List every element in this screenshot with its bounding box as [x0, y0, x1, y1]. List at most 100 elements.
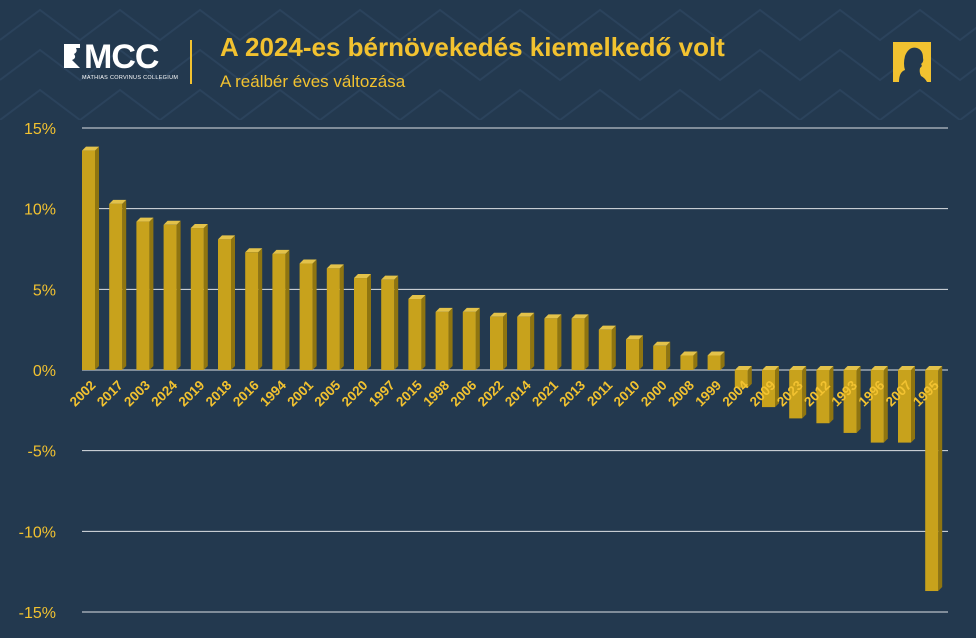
bar	[326, 264, 344, 370]
mcc-logo: MCC MATHIAS CORVINUS COLLEGIUM	[62, 38, 180, 88]
y-tick-label: -10%	[19, 524, 56, 541]
bar-top	[816, 366, 834, 370]
bar	[925, 366, 943, 592]
x-axis-labels: 2002201720032024201920182016199420012005…	[67, 377, 942, 409]
bar-front	[218, 239, 231, 370]
x-category-label: 2015	[393, 377, 425, 409]
bar-front	[571, 318, 585, 370]
bar-top	[245, 248, 263, 253]
y-tick-label: -5%	[28, 444, 56, 461]
bar-front	[354, 278, 367, 370]
bar	[626, 335, 643, 370]
bar-front	[326, 268, 340, 370]
x-category-label: 2001	[284, 377, 316, 409]
bar-side	[285, 249, 290, 370]
bar	[381, 275, 399, 370]
bar	[517, 312, 535, 370]
bar-side	[883, 366, 888, 443]
x-category-label: 2019	[176, 378, 208, 410]
bar	[490, 312, 507, 370]
chart-title: A 2024-es bérnövekedés kiemelkedő volt	[220, 32, 725, 62]
bar-top	[544, 314, 562, 319]
bar-front	[408, 299, 422, 370]
bar	[109, 199, 127, 370]
bar	[870, 366, 888, 443]
x-category-label: 2006	[448, 377, 480, 409]
bars	[82, 146, 943, 592]
bar-front	[299, 263, 313, 370]
bar	[136, 217, 154, 370]
bar-top	[571, 314, 589, 319]
x-category-label: 2020	[339, 378, 371, 410]
bar	[218, 235, 235, 370]
bar-side	[503, 312, 507, 370]
bar-front	[82, 150, 95, 370]
x-category-label: 2013	[556, 377, 588, 409]
bar-front	[898, 370, 911, 443]
bar-side	[149, 217, 154, 370]
portrait-silhouette-icon	[893, 42, 931, 82]
bar-side	[747, 366, 752, 388]
bar-side	[802, 366, 807, 419]
bar-top	[163, 220, 181, 225]
chart-header: MCC MATHIAS CORVINUS COLLEGIUM A 2024-es…	[0, 0, 976, 110]
bar-side	[448, 307, 453, 370]
bar-top	[218, 235, 235, 240]
bar	[190, 224, 208, 370]
bar-front	[544, 318, 558, 370]
mcc-logo-icon	[64, 44, 80, 68]
bar-front	[109, 203, 123, 370]
bar-top	[898, 366, 915, 370]
x-category-label: 2014	[502, 377, 534, 409]
y-tick-label: 5%	[33, 282, 56, 299]
bar-front	[245, 252, 259, 370]
bar-front	[843, 370, 857, 433]
bar	[816, 366, 834, 424]
bar-front	[462, 311, 476, 370]
bar-top	[490, 312, 507, 317]
bar	[408, 295, 426, 370]
bar-top	[408, 295, 426, 300]
bar-front	[870, 370, 884, 443]
x-category-label: 2017	[94, 378, 126, 410]
bar-top	[843, 366, 861, 370]
logo-subtext: MATHIAS CORVINUS COLLEGIUM	[82, 75, 179, 81]
bar-side	[693, 351, 698, 370]
bar-top	[190, 224, 208, 229]
bar-side	[911, 366, 915, 443]
bar-top	[354, 274, 371, 279]
bar	[571, 314, 589, 370]
bar	[435, 307, 453, 370]
y-tick-label: 10%	[24, 202, 56, 219]
bar	[163, 220, 181, 370]
bar-top	[435, 307, 453, 312]
x-category-label: 2005	[312, 377, 344, 409]
bar	[598, 325, 616, 370]
bar-front	[435, 311, 449, 370]
bar	[653, 341, 671, 370]
bar-top	[626, 335, 643, 340]
bar-side	[557, 314, 562, 370]
bar-side	[394, 275, 399, 370]
bar	[762, 366, 779, 408]
bar-side	[530, 312, 535, 370]
x-category-label: 2018	[203, 377, 235, 409]
bar	[898, 366, 915, 443]
logo-text: MCC	[84, 38, 159, 76]
bar-side	[176, 220, 181, 370]
bar-front	[680, 355, 694, 370]
bar	[245, 248, 263, 370]
x-category-label: 2022	[475, 378, 507, 410]
bar	[680, 351, 698, 370]
bar-side	[584, 314, 589, 370]
bar-side	[339, 264, 344, 370]
bar-front	[789, 370, 803, 419]
bar-side	[775, 366, 779, 408]
x-category-label: 2024	[148, 377, 180, 409]
bar	[462, 307, 480, 370]
bar-front	[598, 329, 612, 370]
bar-front	[626, 339, 639, 370]
y-tick-label: -15%	[19, 605, 56, 622]
bar-top	[136, 217, 154, 222]
